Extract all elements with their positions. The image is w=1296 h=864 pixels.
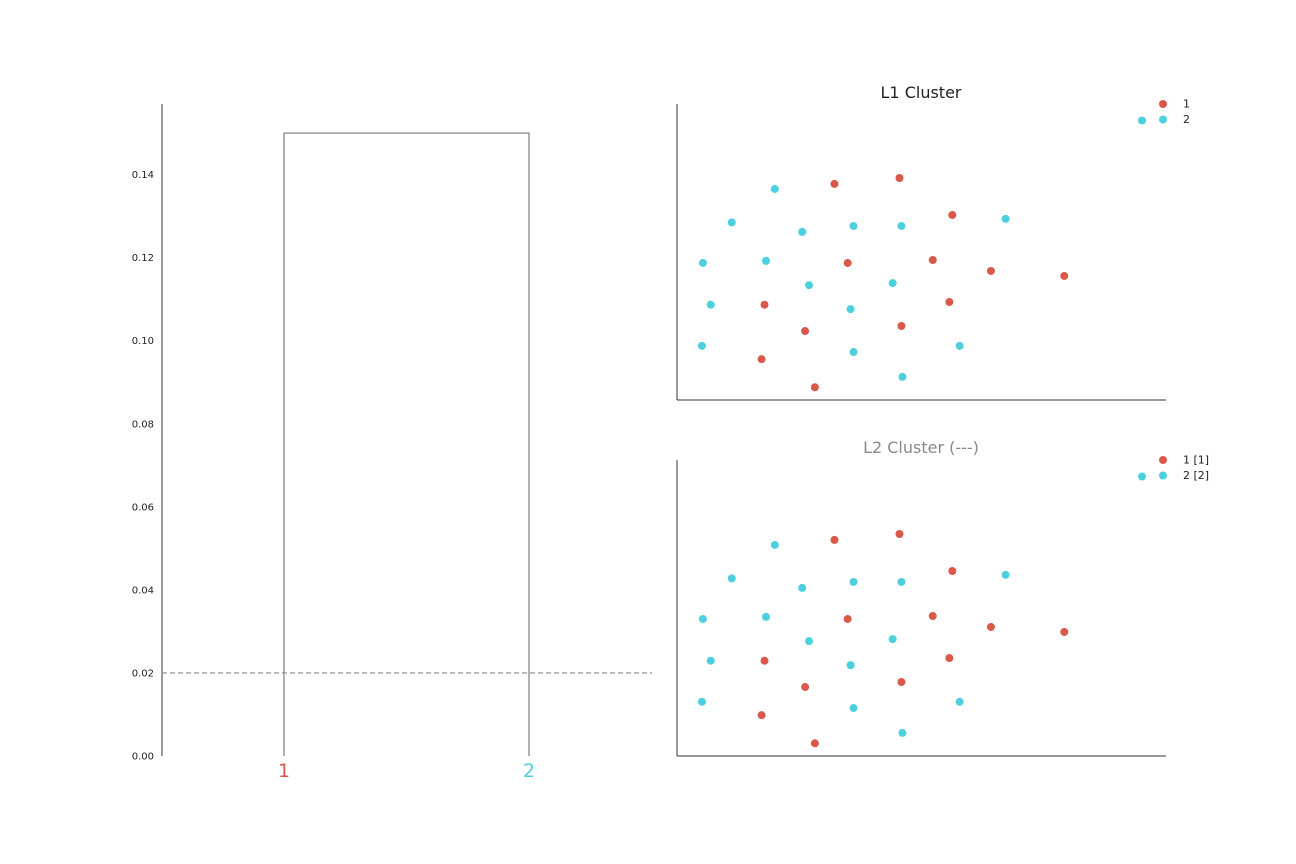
l2-scatter-point xyxy=(945,654,954,663)
l2-scatter-legend-marker xyxy=(1138,472,1146,481)
dendrogram-y-tick-label: 0.10 xyxy=(132,336,154,347)
l1-scatter-point xyxy=(843,258,852,267)
dendrogram-link xyxy=(283,132,530,756)
l2-scatter-point xyxy=(928,611,937,620)
l2-scatter-point xyxy=(898,728,907,737)
l2-scatter-legend-marker xyxy=(1159,456,1167,464)
dendrogram-y-tick-label: 0.14 xyxy=(132,170,154,181)
l1-scatter-legend-label: 1 xyxy=(1183,98,1190,111)
l1-scatter-point xyxy=(897,221,906,230)
l2-scatter-point xyxy=(810,739,819,748)
l1-scatter-point xyxy=(986,266,995,275)
l1-scatter-legend-marker xyxy=(1159,100,1167,108)
dendrogram-y-tick-label: 0.08 xyxy=(132,419,154,430)
l1-scatter-legend-label: 2 xyxy=(1183,113,1190,126)
l2-scatter-point xyxy=(805,637,814,646)
l1-scatter-point xyxy=(895,174,904,182)
l2-scatter-legend: 1 [1] 2 [2] xyxy=(1138,454,1209,482)
l1-scatter-point xyxy=(770,184,779,193)
l2-scatter-point xyxy=(706,656,715,665)
l2-scatter-point xyxy=(897,678,906,686)
l2-scatter-point xyxy=(698,614,707,623)
l2-scatter-point xyxy=(1001,570,1010,579)
l1-scatter-point xyxy=(805,281,814,290)
l2-scatter-point xyxy=(955,697,964,706)
l1-scatter-point xyxy=(897,322,906,330)
l1-scatter-point xyxy=(798,227,807,236)
l1-scatter-point xyxy=(888,279,897,288)
l1-scatter-point xyxy=(1001,214,1010,223)
dendrogram-y-ticks: 0.00 0.02 0.04 0.06 0.08 0.10 0.12 0.14 xyxy=(132,170,154,762)
l1-scatter-point xyxy=(955,341,964,350)
l2-scatter-point xyxy=(897,577,906,586)
l2-scatter-point xyxy=(846,661,855,670)
l2-scatter-point xyxy=(727,574,736,583)
l2-scatter-point xyxy=(761,612,770,621)
l1-scatter-point xyxy=(849,348,858,357)
l2-scatter-point xyxy=(801,683,810,692)
l1-scatter-panel: L1 Cluster 12 xyxy=(676,83,1190,401)
dendrogram-leaf-label: 2 xyxy=(523,760,535,782)
l1-scatter-point xyxy=(948,211,957,219)
l2-scatter-panel: L2 Cluster (---) 1 [1] 2 [2] xyxy=(676,438,1209,757)
l1-scatter-point xyxy=(846,305,855,314)
l2-scatter-point xyxy=(895,530,904,538)
l1-scatter-legend-marker xyxy=(1159,115,1167,124)
l2-scatter-point xyxy=(770,540,779,549)
l1-scatter-title: L1 Cluster xyxy=(881,83,962,102)
l1-scatter-point xyxy=(757,355,766,364)
dendrogram-y-tick-label: 0.12 xyxy=(132,253,154,264)
l1-scatter-point xyxy=(698,258,707,267)
l2-scatter-legend-label: 2 [2] xyxy=(1183,469,1209,482)
l1-scatter-point xyxy=(849,221,858,230)
l1-scatter-point xyxy=(945,298,954,307)
l1-scatter-point xyxy=(697,341,706,350)
l1-scatter-point xyxy=(1060,271,1069,280)
dendrogram-y-tick-label: 0.04 xyxy=(132,585,154,596)
dendrogram-links xyxy=(283,132,530,756)
l1-scatter-point xyxy=(928,255,937,264)
l2-scatter-point xyxy=(888,635,897,644)
l2-scatter-point xyxy=(798,583,807,592)
l1-scatter-point xyxy=(706,300,715,309)
l1-scatter-point xyxy=(801,327,810,336)
dendrogram-y-tick-label: 0.02 xyxy=(132,668,154,679)
l1-scatter-point xyxy=(760,300,769,309)
l2-scatter-legend-label: 1 [1] xyxy=(1183,454,1209,467)
l1-scatter-point xyxy=(727,218,736,227)
l1-scatter-legend: 12 xyxy=(1138,98,1190,126)
l2-scatter-point xyxy=(849,704,858,713)
l1-scatter-point xyxy=(761,256,770,265)
l1-scatter-point xyxy=(898,372,907,381)
l2-scatter-point xyxy=(986,622,995,631)
l1-scatter-legend-marker xyxy=(1138,116,1146,125)
l1-scatter-point xyxy=(830,179,839,188)
dendrogram-y-tick-label: 0.06 xyxy=(132,502,154,513)
l2-scatter-point xyxy=(1060,627,1069,636)
l2-scatter-point xyxy=(830,535,839,544)
l1-scatter-points xyxy=(697,174,1069,392)
l2-scatter-points xyxy=(697,530,1069,748)
dendrogram-y-tick-label: 0.00 xyxy=(132,752,154,763)
l2-scatter-title: L2 Cluster (---) xyxy=(863,438,979,457)
l2-scatter-point xyxy=(948,567,957,575)
l2-scatter-point xyxy=(843,614,852,623)
l2-scatter-point xyxy=(697,697,706,706)
dendrogram-leaf-label: 1 xyxy=(278,760,290,782)
l2-scatter-legend-marker xyxy=(1159,471,1167,480)
l2-scatter-point xyxy=(849,577,858,586)
l2-scatter-point xyxy=(760,656,769,665)
l1-scatter-point xyxy=(810,383,819,392)
l2-scatter-point xyxy=(757,711,766,720)
